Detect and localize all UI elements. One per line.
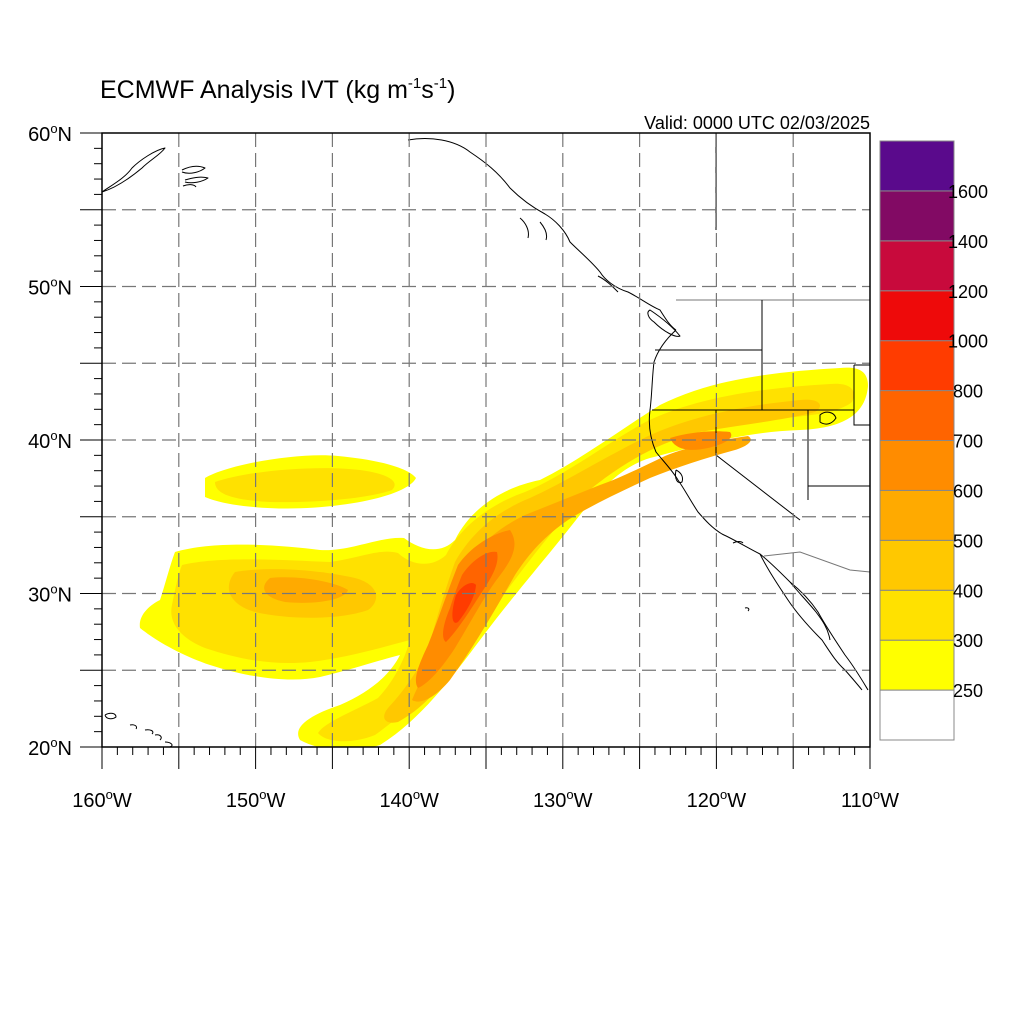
colorbar-label: 250 [953,681,983,701]
colorbar-label: 300 [953,631,983,651]
colorbar-swatch [879,340,955,392]
lat-label: 50oN [28,275,72,300]
colorbar-swatch [879,589,955,641]
lat-label: 60oN [28,121,72,146]
vancouver-island [647,309,681,337]
lon-label: 150oW [226,787,286,812]
colorbar-swatch [879,539,955,591]
axis-ticks [80,132,871,769]
alaska-islands-2 [519,217,619,293]
ivt-shading [139,367,868,747]
channel-islands [732,541,750,612]
lat-label: 40oN [28,428,72,453]
lon-label: 140oW [379,787,439,812]
colorbar: 250 300 400 500 600 700 800 1000 1200 1400 1600 [879,140,988,741]
colorbar-label: 400 [953,581,983,601]
colorbar-swatch [879,489,955,541]
great-salt-lake [819,411,837,425]
alaska-coast-east [407,138,677,331]
border-us-mexico [763,551,870,573]
baja-california [759,553,863,691]
lon-label: 120oW [687,787,747,812]
colorbar-label: 1000 [948,332,988,352]
colorbar-swatch [879,440,955,491]
lon-label: 130oW [533,787,593,812]
sf-bay [675,469,683,483]
colorbar-swatch [879,140,955,192]
lat-label: 20oN [28,735,72,760]
colorbar-swatch [879,639,955,691]
lon-label: 110oW [841,787,899,812]
gulf-of-california [789,581,869,691]
us-west-coast [648,329,831,641]
colorbar-label: 600 [953,481,983,501]
colorbar-label: 1400 [948,232,988,252]
alaska-coast-west [102,147,166,193]
colorbar-swatch [879,390,955,442]
chart-title: ECMWF Analysis IVT (kg m-1s-1) [100,75,455,104]
lat-lon-grid [102,133,870,747]
longitude-labels: 160oW 150oW 140oW 130oW 120oW 110oW [72,787,899,812]
lat-label: 30oN [28,582,72,607]
lon-label: 160oW [72,787,132,812]
colorbar-swatch [879,290,955,342]
colorbar-label: 1600 [948,182,988,202]
hawaii-islands [104,712,173,747]
political-borders [652,133,870,573]
colorbar-swatch [879,190,955,242]
alaska-islands [181,165,209,188]
colorbar-label: 500 [953,531,983,551]
coastlines [102,138,869,747]
valid-time-label: Valid: 0000 UTC 02/03/2025 [644,113,870,133]
map-panel: 20oN 30oN 40oN 50oN 60oN 160oW 150oW 140oW 130o… [28,121,899,812]
colorbar-label: 700 [953,432,983,452]
colorbar-label: 800 [953,382,983,402]
colorbar-swatch [879,689,955,741]
latitude-labels: 20oN 30oN 40oN 50oN 60oN [28,121,72,760]
border-wyoming [853,364,870,426]
colorbar-swatch [879,240,955,292]
colorbar-label: 1200 [948,282,988,302]
